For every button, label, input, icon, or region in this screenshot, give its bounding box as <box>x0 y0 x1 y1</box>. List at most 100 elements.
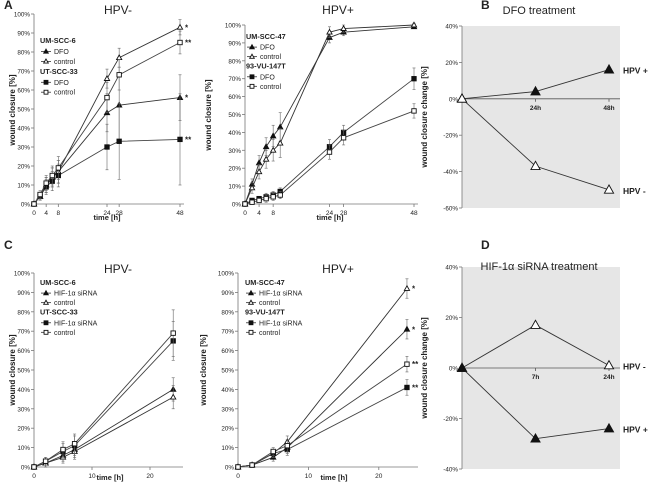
y-tick-label: 70% <box>228 76 241 83</box>
x-tick-label: 24 <box>326 210 334 217</box>
y-tick-label: 70% <box>17 69 30 76</box>
legend-entry-label: control <box>54 59 75 66</box>
legend-entry-label: DFO <box>260 45 275 52</box>
x-tick-label: 4 <box>44 210 48 217</box>
y-tick-label: 30% <box>221 406 234 413</box>
series-1: HPV + <box>456 362 648 443</box>
y-tick-label: 40% <box>221 387 234 394</box>
series-line <box>237 387 408 468</box>
data-point <box>326 149 333 155</box>
y-tick-label: 10% <box>228 184 241 191</box>
data-point <box>256 197 262 204</box>
x-tick-label: 28 <box>116 210 124 217</box>
y-tick-label: 10% <box>17 445 30 452</box>
series-end-label: HPV + <box>623 66 648 76</box>
y-tick-label: 0% <box>225 465 235 472</box>
legend-group-label: UT-SCC-33 <box>40 67 78 76</box>
data-point <box>603 184 615 194</box>
chart-A1: HPV- A 0% 10% 20% 30% 40% 50% 60% 70% 80% 90% 100% 0 4… <box>4 0 192 222</box>
legend-marker <box>247 299 255 305</box>
y-tick-label: 30% <box>17 145 30 152</box>
x-tick-label: 8 <box>271 210 275 217</box>
y-tick-label: 40% <box>17 126 30 133</box>
legend-entry-label: control <box>260 84 281 91</box>
data-point <box>340 24 347 31</box>
legend-entry-label: control <box>54 90 75 97</box>
y-tick-label: 20% <box>221 426 234 433</box>
significance-label: * <box>185 94 189 103</box>
data-point <box>49 172 55 179</box>
chart-title: HPV+ <box>322 262 354 276</box>
significance-label: ** <box>412 360 419 369</box>
data-point <box>249 462 255 468</box>
series-line <box>33 332 174 468</box>
x-tick-label: 48 <box>176 210 184 217</box>
x-tick-label: 24h <box>603 374 614 381</box>
y-tick-label: 80% <box>221 309 234 316</box>
data-point <box>270 448 276 455</box>
x-axis-label: time [h] <box>316 213 344 222</box>
y-tick-label: 0% <box>449 96 459 103</box>
legend-entry-label: control <box>54 300 75 307</box>
legend-marker <box>42 58 50 64</box>
y-tick-label: -20% <box>443 416 458 423</box>
series-3 <box>242 103 417 207</box>
x-tick-label: 24h <box>530 105 541 112</box>
x-tick-label: 24 <box>103 210 111 217</box>
y-tick-label: 0% <box>232 202 242 209</box>
data-point <box>530 432 541 443</box>
y-tick-label: 0% <box>21 202 31 209</box>
data-point <box>177 39 183 46</box>
legend-marker <box>42 299 50 305</box>
legend-entry-label: control <box>259 300 280 307</box>
x-tick-label: 0 <box>243 210 247 217</box>
y-tick-label: 90% <box>221 290 234 297</box>
data-point <box>249 199 255 205</box>
legend-group-label: UT-SCC-33 <box>40 308 78 317</box>
legend-marker <box>247 289 255 296</box>
legend-marker <box>249 74 255 80</box>
legend-marker <box>248 53 256 59</box>
data-point <box>456 362 468 372</box>
data-point <box>262 155 270 162</box>
series-line <box>33 340 174 468</box>
data-point <box>530 319 541 329</box>
y-tick-label: -40% <box>443 169 458 176</box>
series-0: * <box>30 66 189 207</box>
y-axis-label: wound closure [%] <box>204 79 213 151</box>
significance-label: * <box>412 285 416 294</box>
x-tick-label: 20 <box>146 473 154 480</box>
x-tick-label: 0 <box>236 473 240 480</box>
legend-marker <box>43 329 49 335</box>
legend-marker <box>43 320 49 326</box>
data-point <box>284 443 290 449</box>
x-tick-label: 8 <box>57 210 61 217</box>
legend-entry-label: HIF-1α siRNA <box>54 291 98 298</box>
y-tick-label: 40% <box>445 265 458 272</box>
plot-area <box>462 26 620 208</box>
y-tick-label: 20% <box>228 166 241 173</box>
data-point <box>530 160 541 170</box>
y-tick-label: 20% <box>17 426 30 433</box>
data-point <box>603 63 615 74</box>
legend-marker <box>248 320 254 326</box>
y-tick-label: 70% <box>221 329 234 336</box>
x-tick-label: 48h <box>603 105 614 112</box>
series-line <box>244 24 415 205</box>
x-axis-label: time [h] <box>96 473 124 482</box>
y-tick-label: 90% <box>17 290 30 297</box>
x-tick-label: 28 <box>340 210 348 217</box>
y-axis-label: wound closure [%] <box>199 334 208 406</box>
chart-A2: HPV+0%10%20%30%40%50%60%70%80%90%100%0 4 8… <box>204 3 418 222</box>
legend-entry-label: HIF-1α siRNA <box>259 320 303 327</box>
data-point <box>55 165 61 171</box>
y-tick-label: 100% <box>225 23 242 30</box>
y-tick-label: 40% <box>228 130 241 137</box>
series-line <box>237 363 408 468</box>
data-point <box>263 195 269 202</box>
chart-title: HPV+ <box>322 3 354 17</box>
y-axis-label: wound closure [%] <box>8 334 17 406</box>
